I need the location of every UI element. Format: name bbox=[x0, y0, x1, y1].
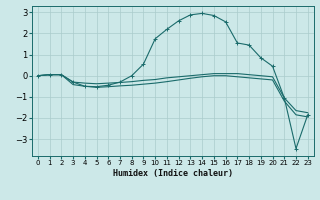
X-axis label: Humidex (Indice chaleur): Humidex (Indice chaleur) bbox=[113, 169, 233, 178]
